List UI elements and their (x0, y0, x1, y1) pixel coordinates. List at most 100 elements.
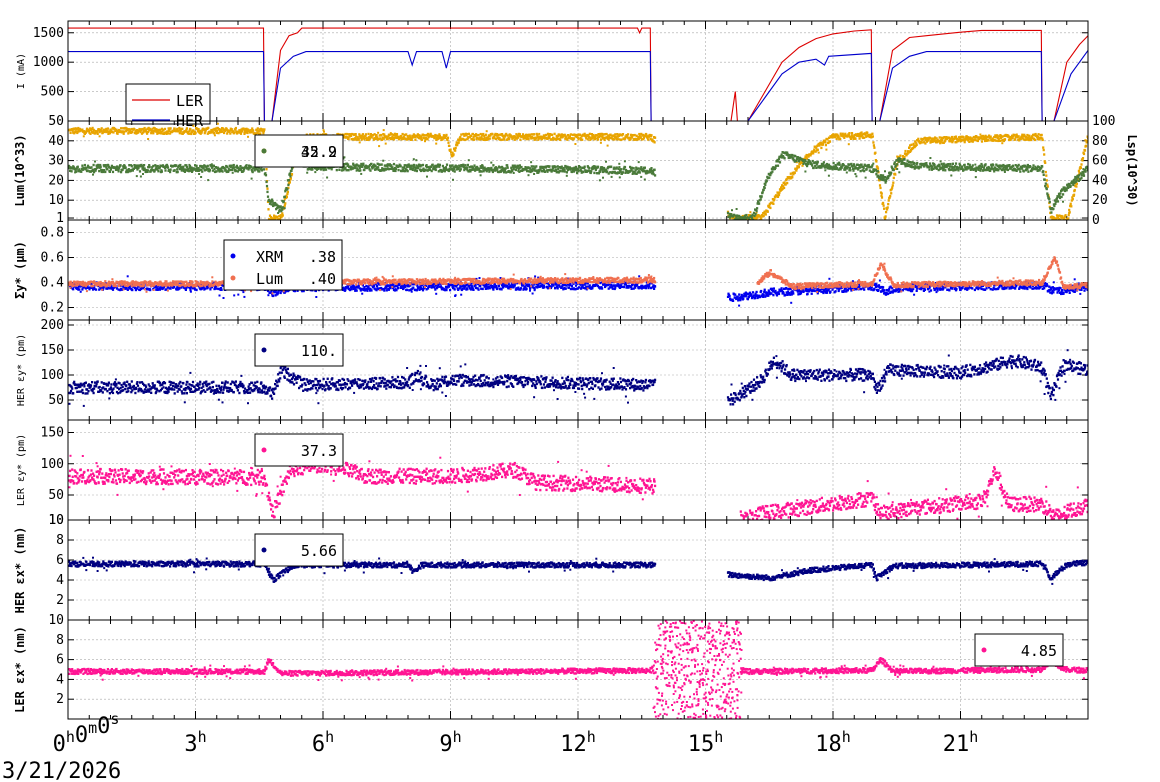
data-point (342, 287, 346, 290)
data-point (242, 128, 246, 131)
data-point (473, 164, 476, 167)
data-point (227, 167, 230, 170)
data-point (361, 292, 364, 295)
data-point (1066, 183, 1069, 187)
data-point (1086, 139, 1088, 143)
data-point (89, 286, 92, 289)
data-point (450, 151, 453, 154)
data-point (812, 166, 815, 170)
data-point (953, 165, 957, 168)
data-point (266, 289, 270, 293)
data-point (322, 168, 325, 172)
data-point (459, 135, 462, 139)
data-point (430, 169, 433, 173)
data-point (755, 208, 758, 211)
data-point (483, 136, 486, 139)
data-point (780, 153, 783, 156)
data-point (831, 136, 834, 139)
data-point (954, 162, 958, 165)
data-point (406, 138, 409, 141)
data-point (592, 133, 595, 137)
data-point (383, 133, 386, 136)
data-point (112, 131, 115, 134)
data-point (459, 165, 462, 168)
data-point (158, 166, 161, 169)
data-point (1045, 187, 1048, 191)
data-point (556, 170, 559, 173)
data-point (151, 127, 154, 130)
data-point (453, 167, 456, 171)
data-point (1068, 211, 1071, 214)
data-point (500, 138, 503, 141)
data-point (470, 137, 474, 141)
data-point (983, 168, 986, 172)
data-point (891, 186, 894, 189)
data-point (142, 287, 145, 290)
data-point (426, 166, 429, 169)
data-point (344, 166, 347, 169)
data-point (189, 128, 192, 131)
data-point (124, 287, 127, 290)
data-point (743, 214, 746, 218)
data-point (899, 154, 902, 157)
data-point (190, 170, 194, 173)
data-point (415, 289, 418, 292)
data-point (876, 167, 880, 170)
data-point (165, 132, 168, 135)
data-point (1002, 163, 1005, 167)
data-point (464, 164, 467, 167)
data-point (1014, 136, 1017, 139)
data-point (421, 163, 425, 167)
data-point (980, 140, 984, 143)
data-point (923, 136, 926, 140)
data-point (398, 138, 401, 141)
data-point (86, 169, 89, 172)
data-point (910, 143, 913, 146)
data-point (406, 165, 409, 169)
data-point (783, 186, 786, 190)
data-point (240, 130, 244, 133)
data-point (860, 135, 863, 138)
data-point (75, 127, 78, 131)
data-point (462, 132, 465, 136)
data-point (1052, 216, 1055, 219)
data-point (929, 140, 933, 143)
data-point (603, 133, 606, 136)
data-point (572, 137, 576, 140)
data-point (992, 139, 995, 142)
data-point (467, 132, 470, 136)
data-point (329, 166, 332, 169)
data-point (422, 167, 425, 170)
data-point (875, 173, 878, 176)
data-point (619, 168, 622, 171)
data-point (131, 130, 134, 134)
data-point (366, 289, 369, 292)
data-point (189, 288, 192, 292)
data-point (876, 170, 880, 173)
data-point (621, 133, 625, 136)
data-point (247, 135, 249, 138)
data-point (641, 170, 644, 173)
data-point (750, 216, 754, 220)
data-point (365, 284, 368, 288)
data-point (896, 168, 899, 170)
data-point (767, 205, 770, 209)
data-point (965, 168, 968, 171)
data-point (392, 283, 395, 286)
data-point (941, 138, 944, 142)
data-point (261, 128, 264, 131)
data-point (547, 168, 550, 172)
data-point (270, 290, 273, 293)
data-point (246, 131, 249, 135)
data-point (761, 191, 764, 194)
data-point (1051, 218, 1054, 220)
data-point (1001, 142, 1004, 145)
data-point (824, 141, 827, 144)
data-point (862, 165, 865, 169)
data-point (127, 170, 130, 173)
data-point (581, 138, 584, 141)
data-point (94, 132, 97, 135)
data-point (991, 137, 994, 140)
data-point (401, 284, 404, 288)
data-point (1065, 187, 1068, 190)
